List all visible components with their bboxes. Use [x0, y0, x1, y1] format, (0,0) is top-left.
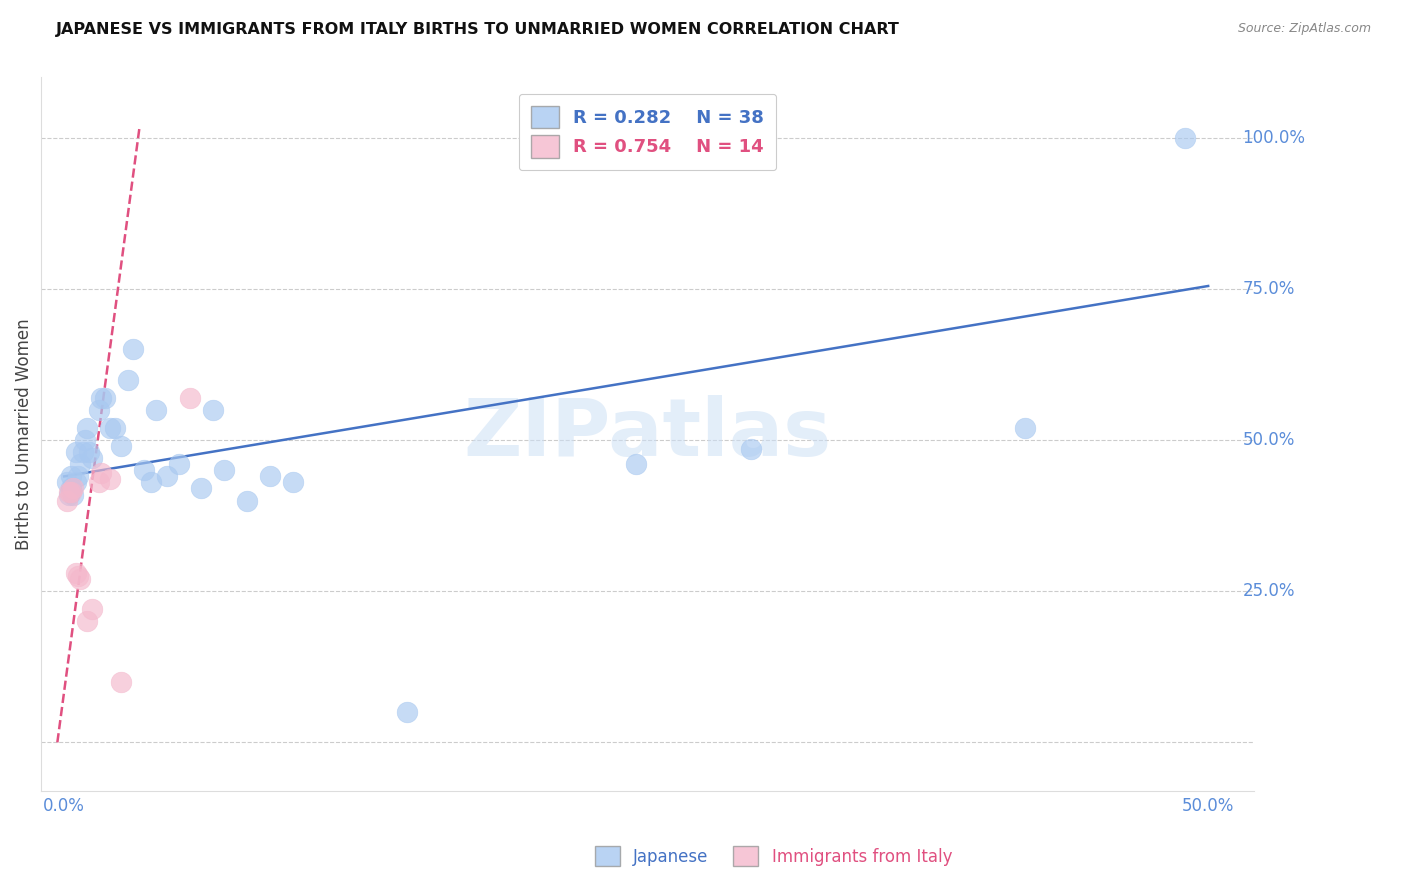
- Point: [87, 403, 110, 417]
- Point: [236, 493, 259, 508]
- Point: [110, 439, 132, 453]
- Point: [179, 391, 201, 405]
- Point: [1014, 421, 1036, 435]
- Point: [58, 484, 80, 499]
- Point: [117, 373, 139, 387]
- Point: [80, 602, 103, 616]
- Point: [103, 421, 125, 435]
- Text: 0.0%: 0.0%: [44, 797, 86, 814]
- Point: [65, 566, 87, 581]
- Point: [69, 572, 91, 586]
- Text: JAPANESE VS IMMIGRANTS FROM ITALY BIRTHS TO UNMARRIED WOMEN CORRELATION CHART: JAPANESE VS IMMIGRANTS FROM ITALY BIRTHS…: [56, 22, 900, 37]
- Point: [134, 463, 156, 477]
- Legend: R = 0.282    N = 38, R = 0.754    N = 14: R = 0.282 N = 38, R = 0.754 N = 14: [519, 94, 776, 170]
- Point: [60, 469, 83, 483]
- Point: [66, 569, 89, 583]
- Point: [98, 421, 121, 435]
- Point: [69, 458, 91, 472]
- Point: [87, 475, 110, 490]
- Point: [167, 458, 190, 472]
- Point: [156, 469, 179, 483]
- Point: [141, 475, 163, 490]
- Point: [281, 475, 304, 490]
- Point: [90, 391, 112, 405]
- Point: [62, 487, 84, 501]
- Point: [624, 458, 647, 472]
- Point: [98, 472, 121, 486]
- Text: 25.0%: 25.0%: [1243, 582, 1295, 600]
- Point: [94, 391, 117, 405]
- Point: [62, 482, 84, 496]
- Point: [145, 403, 167, 417]
- Point: [110, 674, 132, 689]
- Point: [76, 615, 98, 629]
- Point: [80, 451, 103, 466]
- Point: [214, 463, 236, 477]
- Point: [65, 445, 87, 459]
- Point: [73, 433, 96, 447]
- Legend: Japanese, Immigrants from Italy: Japanese, Immigrants from Italy: [588, 839, 959, 873]
- Point: [1174, 131, 1197, 145]
- Text: 100.0%: 100.0%: [1243, 128, 1306, 147]
- Point: [201, 403, 224, 417]
- Point: [76, 421, 98, 435]
- Text: Source: ZipAtlas.com: Source: ZipAtlas.com: [1237, 22, 1371, 36]
- Point: [72, 445, 94, 459]
- Point: [55, 493, 77, 508]
- Text: 50.0%: 50.0%: [1182, 797, 1234, 814]
- Point: [60, 484, 83, 499]
- Point: [259, 469, 281, 483]
- Point: [190, 482, 212, 496]
- Point: [55, 475, 77, 490]
- Point: [121, 343, 143, 357]
- Point: [66, 469, 89, 483]
- Point: [65, 475, 87, 490]
- Text: 50.0%: 50.0%: [1243, 431, 1295, 450]
- Text: 75.0%: 75.0%: [1243, 280, 1295, 298]
- Y-axis label: Births to Unmarried Women: Births to Unmarried Women: [15, 318, 32, 549]
- Point: [79, 445, 101, 459]
- Text: ZIPatlas: ZIPatlas: [464, 395, 832, 473]
- Point: [90, 467, 112, 481]
- Point: [740, 442, 762, 457]
- Point: [58, 487, 80, 501]
- Point: [396, 705, 419, 719]
- Point: [60, 482, 83, 496]
